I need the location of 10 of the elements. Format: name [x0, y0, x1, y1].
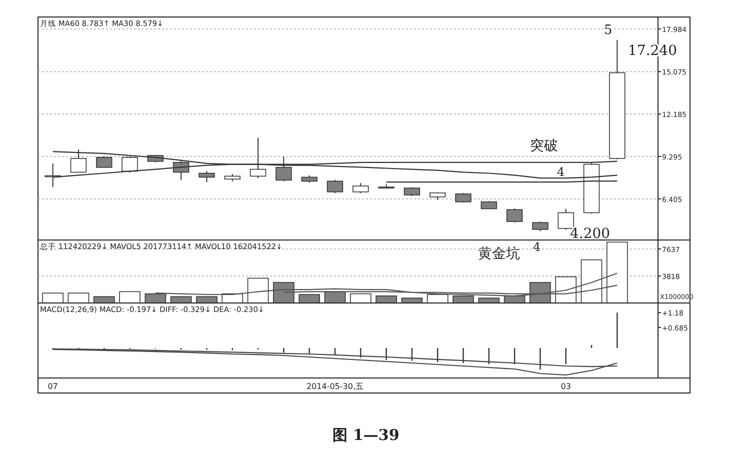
annotation: 4 [557, 165, 565, 179]
annotation: 突破 [530, 138, 558, 154]
annotation: 5 [604, 23, 612, 38]
x-tick-label: 2014-05-30,五 [306, 382, 364, 391]
annotation: 黄金坑 [478, 246, 520, 262]
x-tick-label: 03 [560, 382, 571, 391]
caption: 图 1—39 [332, 426, 400, 444]
annotation: 4 [533, 240, 541, 254]
annotation: 4.200 [570, 226, 610, 242]
x-tick-label: 07 [48, 382, 58, 391]
